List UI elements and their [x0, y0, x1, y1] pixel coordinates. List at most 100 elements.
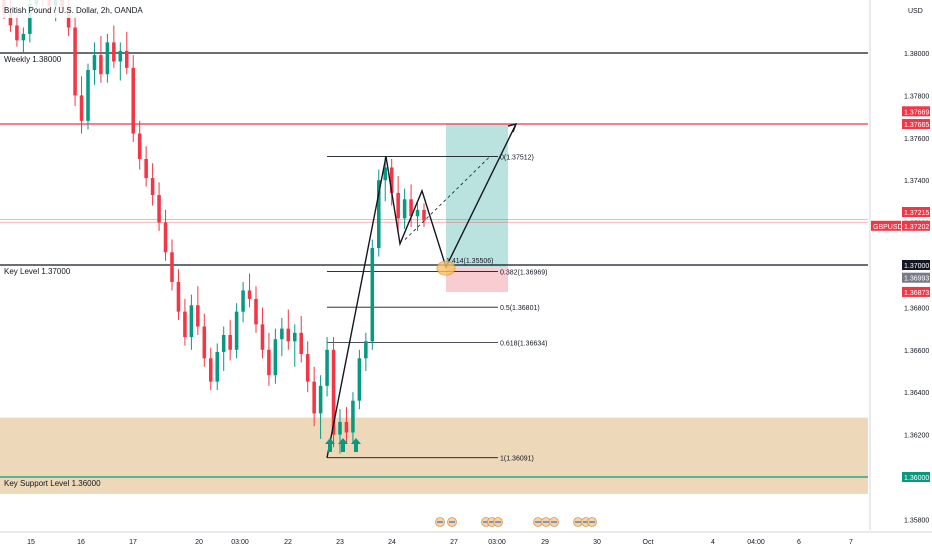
candle-body[interactable] [344, 421, 349, 433]
candle-body[interactable] [66, 8, 71, 28]
candle-body[interactable] [170, 252, 174, 282]
candle-body[interactable] [422, 209, 426, 221]
symbol-tag-label: GBPUSD [873, 224, 903, 231]
candle-body[interactable] [267, 349, 271, 376]
candle-body[interactable] [286, 328, 291, 342]
fib-level-label: 0(1.37512) [500, 154, 534, 161]
candle-body[interactable] [208, 358, 213, 382]
price-tick-label: 1.35800 [904, 517, 929, 524]
candle-body[interactable] [312, 381, 316, 414]
candle-body[interactable] [254, 298, 258, 325]
time-tick-label: 4 [711, 539, 715, 546]
projection-arrowhead [507, 123, 518, 133]
horizontal-level-label: Key Level 1.37000 [4, 267, 71, 276]
candle-body[interactable] [305, 354, 310, 382]
dashed-trend-line[interactable] [404, 156, 491, 240]
candle-body[interactable] [376, 180, 381, 249]
entry-marker[interactable] [436, 260, 456, 276]
candle-body[interactable] [137, 133, 142, 159]
candle-body[interactable] [228, 334, 232, 350]
time-tick-label: 17 [129, 539, 137, 546]
bullish-arrow-icon [351, 438, 361, 452]
candle-body[interactable] [176, 281, 181, 312]
candle-body[interactable] [15, 25, 19, 41]
time-tick-label: 30 [593, 539, 601, 546]
candle-body[interactable] [99, 55, 103, 75]
horizontal-level-label: Key Support Level 1.36000 [4, 479, 101, 488]
candle-body[interactable] [28, 4, 32, 34]
candle-body[interactable] [292, 332, 297, 342]
stop-loss-zone[interactable] [446, 267, 508, 292]
time-tick-label: 16 [77, 539, 85, 546]
price-tick-label: 1.37400 [904, 178, 929, 185]
price-tag-value: 1.36993 [904, 276, 929, 283]
price-tick-label: 1.36800 [904, 305, 929, 312]
candle-body[interactable] [389, 167, 394, 193]
candle-body[interactable] [92, 55, 97, 70]
candle-body[interactable] [260, 324, 265, 350]
time-axis[interactable]: 15 16 17 20 03:00 22 23 24 27 03:00 29 30 Oct 4 04:00 6… [0, 531, 932, 550]
projection-path[interactable] [326, 123, 517, 458]
candle-body[interactable] [409, 199, 413, 217]
candle-body[interactable] [247, 290, 252, 299]
candle-body[interactable] [325, 349, 329, 386]
time-tick-label: 6 [797, 539, 801, 546]
events-layer[interactable] [435, 517, 597, 527]
candle-body[interactable] [383, 167, 388, 181]
candle-body[interactable] [196, 305, 200, 327]
candle-body[interactable] [189, 305, 194, 338]
candle-body[interactable] [73, 27, 77, 96]
zones-layer [0, 124, 868, 494]
candle-body[interactable] [112, 42, 116, 62]
candle-body[interactable] [318, 385, 323, 414]
candle-body[interactable] [221, 334, 226, 352]
candle-body[interactable] [79, 95, 84, 121]
candle-body[interactable] [118, 50, 123, 62]
candle-body[interactable] [234, 311, 239, 350]
price-axis[interactable]: 1.380001.378001.376001.374001.372001.370… [869, 0, 932, 550]
candle-body[interactable] [105, 42, 110, 75]
candle-body[interactable] [183, 311, 187, 338]
price-tick-label: 1.37800 [904, 93, 929, 100]
header-backdrop [0, 0, 220, 18]
candle-body[interactable] [241, 290, 245, 312]
candle-body[interactable] [370, 248, 375, 342]
price-tag [902, 119, 930, 130]
price-tag [902, 286, 930, 297]
candle-body[interactable] [351, 400, 355, 433]
price-tick-label: 1.36200 [904, 433, 929, 440]
symbol-title: British Pound / U.S. Dollar, 2h, OANDA [4, 6, 143, 15]
candle-body[interactable] [338, 421, 342, 435]
fib-layer: 0(1.37512) 0.382(1.36969) 0.5(1.36801) 0.61… [327, 154, 547, 463]
candle-body[interactable] [280, 328, 284, 340]
candle-body[interactable] [299, 332, 304, 355]
candle-body[interactable] [150, 178, 155, 196]
candle-body[interactable] [402, 199, 407, 219]
candle-body[interactable] [415, 209, 420, 217]
candle-body[interactable] [331, 349, 336, 435]
candle-body[interactable] [357, 358, 362, 401]
candle-body[interactable] [273, 339, 278, 376]
candle-body[interactable] [124, 50, 129, 68]
candle-body[interactable] [396, 192, 400, 219]
fib-level-label: 1(1.36091) [500, 456, 534, 463]
take-profit-zone[interactable] [446, 124, 508, 268]
candle-body[interactable] [163, 222, 168, 253]
candle-body[interactable] [215, 351, 220, 382]
currency-label: USD [908, 8, 923, 15]
candle-body[interactable] [202, 326, 207, 359]
candles-layer[interactable] [2, 0, 426, 454]
candle-body[interactable] [144, 159, 148, 179]
candle-body[interactable] [364, 341, 368, 359]
candle-body[interactable] [21, 33, 26, 41]
time-tick-label: 29 [541, 539, 549, 546]
price-tick-label: 1.38000 [904, 51, 929, 58]
candle-body[interactable] [8, 12, 13, 26]
time-axis-bg [0, 532, 932, 550]
levels-layer: Weekly 1.38000 Key Level 1.37000 Key Suppo… [0, 52, 868, 488]
candle-body[interactable] [86, 69, 90, 121]
candle-body[interactable] [157, 195, 161, 223]
candle-body[interactable] [131, 67, 136, 134]
